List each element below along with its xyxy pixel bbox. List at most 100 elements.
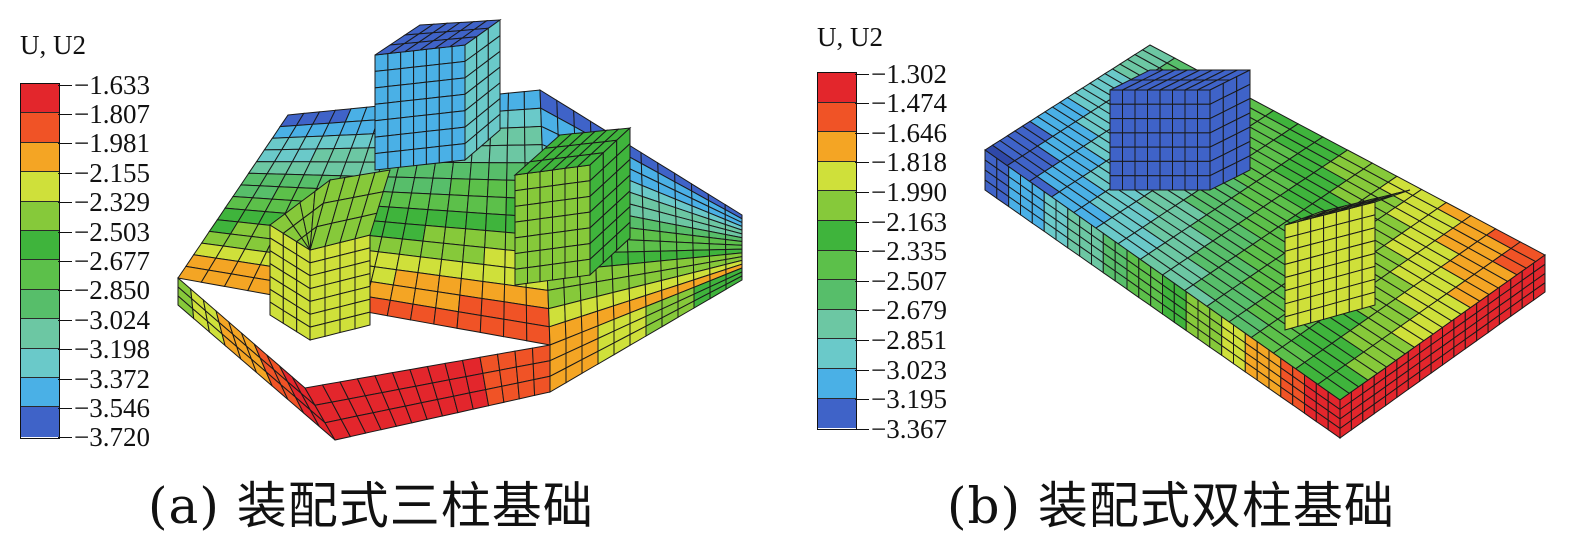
back-column-right-face [464,19,501,162]
back-column-left-face [374,44,466,171]
legend-value-label: −1.981 [74,128,150,159]
legend-color-segment [818,102,856,133]
figure-a: U, U2 −1.633 −1.807 −1.981 −2.155 −2.329 −2.5… [0,0,780,541]
legend-color-segment [21,142,59,173]
legend-value-label: −3.546 [74,392,150,423]
legend-value-label: −3.195 [871,384,947,415]
right-column-top-face [513,127,632,176]
legend-tick [855,221,869,223]
legend-tick [58,84,72,86]
right-column-side-face [589,126,631,277]
legend-color-bar [20,83,60,439]
legend-tick [855,251,869,253]
legend-value-label: −1.302 [871,58,947,89]
legend-color-segment [21,407,59,437]
legend-color-segment [818,220,856,251]
legend-tick [58,349,72,351]
legend-value-label: −3.372 [74,363,150,394]
legend-color-segment [818,339,856,369]
legend-value-label: −2.329 [74,187,150,218]
three-column-foundation-model [177,19,743,441]
legend-value-label: −2.679 [871,295,947,326]
legend-value-label: −1.990 [871,176,947,207]
legend-tick [855,103,869,105]
caption-b: (b) 装配式双柱基础 [947,477,1395,535]
legend-color-segment [818,191,856,221]
legend-tick [855,162,869,164]
legend-tick [855,280,869,282]
legend-tick [855,369,869,371]
legend-color-segment [21,348,59,378]
legend-tick [58,113,72,115]
legend-value-label: −2.850 [74,275,150,306]
legend-color-segment [21,201,59,231]
legend-color-segment [818,368,856,399]
legend-value-label: −3.720 [74,422,150,453]
legend-value-label: −2.507 [871,265,947,296]
legend-value-label: −3.023 [871,354,947,385]
back-column-front-face [1109,89,1211,191]
plate-front-mid [304,344,551,441]
legend-value-label: −1.807 [74,98,150,129]
legend-color-segment [818,309,856,340]
legend-value-label: −1.818 [871,147,947,178]
legend-tick [58,407,72,409]
front-column-top-left [269,178,331,251]
legend-color-segment [21,289,59,320]
legend-title-a: U, U2 [20,30,86,60]
legend-tick [855,132,869,134]
legend-color-bar [817,72,857,431]
plate-front-right [549,267,743,393]
legend-value-label: −2.851 [871,324,947,355]
figure-b: U, U2 −1.302 −1.474 −1.646 −1.818 −1.990 −2.1… [795,0,1575,541]
plate-front-left [984,149,1341,439]
legend-value-label: −2.677 [74,245,150,276]
front-column-left-face [269,224,311,341]
legend-color-segment [818,250,856,281]
plate-front-left [177,276,336,441]
legend-color-segment [21,260,59,290]
legend-color-segment [21,84,59,114]
legend-value-label: −2.163 [871,206,947,237]
legend-color-segment [818,132,856,162]
legend-tick [855,191,869,193]
back-column-top-face [374,19,502,56]
right-column-front-face [514,164,591,286]
legend-value-label: −2.155 [74,157,150,188]
legend-color-segment [818,73,856,103]
legend-value-label: −1.474 [871,88,947,119]
legend-tick [855,310,869,312]
legend-color-segment [21,172,59,202]
legend-tick [855,339,869,341]
legend-value-label: −2.503 [74,216,150,247]
front-column-top-face [1284,189,1411,226]
legend-tick [58,231,72,233]
legend-color-segment [818,280,856,310]
legend-value-label: −2.335 [871,236,947,267]
legend-tick [58,319,72,321]
two-column-foundation-model [984,44,1546,439]
legend-value-label: −1.633 [74,69,150,100]
legend-tick [58,202,72,204]
legend-color-segment [21,113,59,143]
legend-title-b: U, U2 [817,22,883,52]
legend-tick [58,143,72,145]
back-column-right-face [1209,69,1251,191]
caption-a: (a) 装配式三柱基础 [148,477,594,535]
legend-tick [58,260,72,262]
legend-color-segment [818,398,856,429]
front-column-front-face [309,234,371,341]
legend-tick [58,437,72,439]
legend-color-segment [21,319,59,349]
front-column-top-face [309,169,391,251]
front-column-front-face [1284,201,1376,331]
legend-value-label: −3.198 [74,334,150,365]
legend-tick [855,428,869,430]
legend-color-segment [818,161,856,192]
legend-value-label: −3.024 [74,304,150,335]
legend-tick [58,378,72,380]
legend-value-label: −1.646 [871,117,947,148]
plate-front-right [1339,254,1546,439]
legend-tick [855,399,869,401]
legend-color-segment [21,377,59,408]
